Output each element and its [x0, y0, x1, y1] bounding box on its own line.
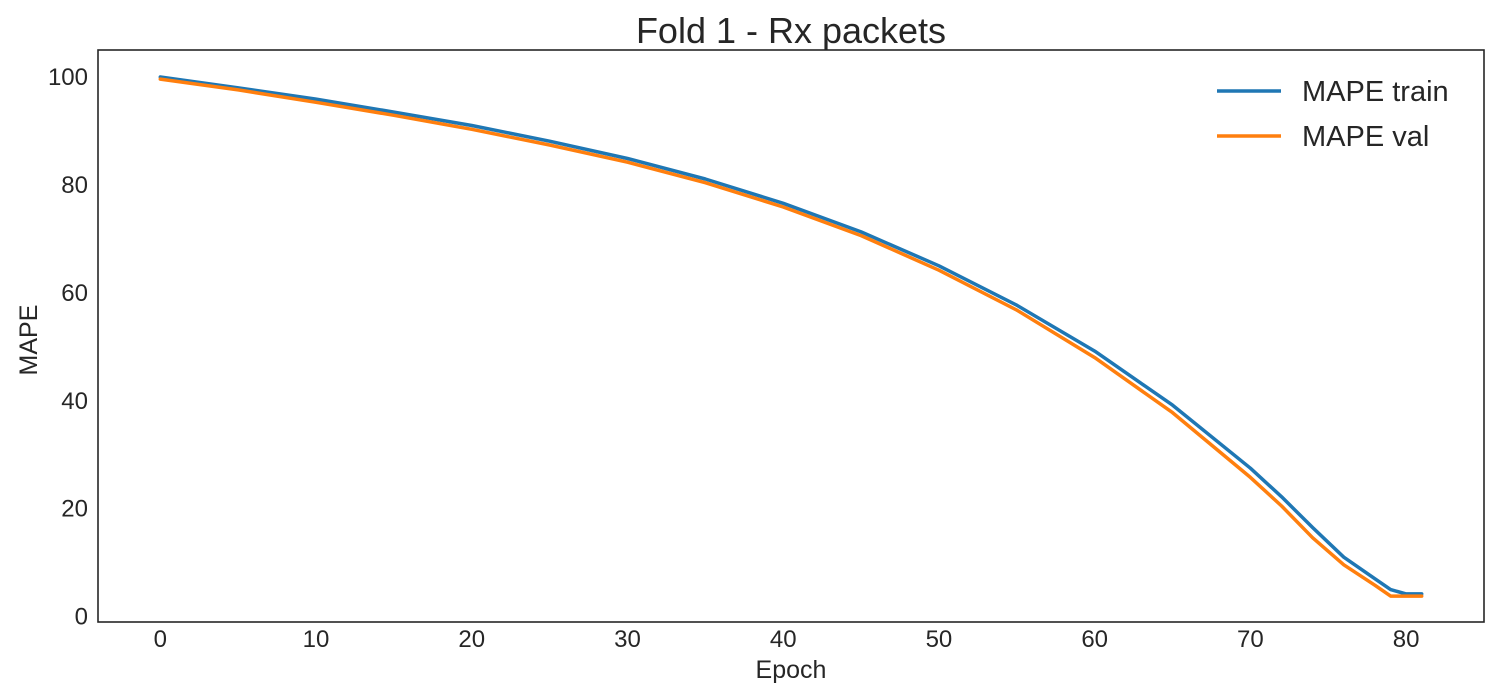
y-tick-label: 60: [61, 280, 88, 307]
series-line-mape-val: [158, 77, 1424, 598]
series-line-mape-train: [158, 75, 1424, 596]
y-axis-ticks: 0 20 40 60 80 100: [48, 64, 88, 631]
y-axis-label: MAPE: [15, 305, 43, 376]
y-tick-label: 40: [61, 388, 88, 415]
x-tick-label: 30: [614, 626, 641, 653]
x-tick-label: 0: [154, 626, 167, 653]
y-tick-label: 100: [48, 64, 88, 91]
chart-title: Fold 1 - Rx packets: [636, 10, 946, 51]
legend: MAPE train MAPE val: [1217, 76, 1449, 153]
series-layer: [158, 75, 1424, 598]
x-tick-label: 20: [458, 626, 485, 653]
plot-frame: [97, 49, 1485, 623]
y-tick-label: 0: [75, 604, 88, 631]
x-tick-label: 10: [303, 626, 330, 653]
legend-label: MAPE val: [1302, 121, 1429, 153]
x-tick-label: 40: [770, 626, 797, 653]
x-tick-label: 60: [1081, 626, 1108, 653]
legend-label: MAPE train: [1302, 76, 1449, 108]
x-axis-label: Epoch: [756, 656, 827, 684]
y-tick-label: 20: [61, 496, 88, 523]
x-tick-label: 80: [1393, 626, 1420, 653]
x-tick-label: 50: [926, 626, 953, 653]
x-axis-ticks: 0 10 20 30 40 50 60 70 80: [154, 626, 1420, 653]
y-tick-label: 80: [61, 172, 88, 199]
x-tick-label: 70: [1237, 626, 1264, 653]
